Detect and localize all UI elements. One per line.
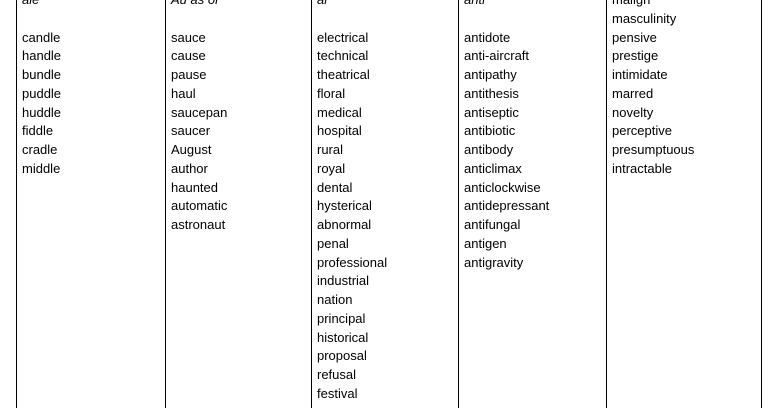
word-item: technical [317, 48, 369, 64]
word-item: antipathy [464, 67, 517, 82]
word-item: anticlockwise [464, 179, 541, 195]
word-item: antigen [464, 235, 507, 251]
column-divider [606, 0, 607, 408]
word-item: dental [317, 179, 353, 195]
word-item: intimidate [612, 67, 668, 82]
word-item: fiddle [22, 123, 54, 139]
word-item: puddle [22, 85, 62, 101]
word-item: proposal [317, 348, 367, 364]
word-item: rural [317, 142, 344, 157]
word-item: huddle [22, 104, 62, 120]
word-item: antidote [464, 29, 511, 45]
word-item: abnormal [317, 217, 372, 232]
word-item: antiseptic [464, 104, 519, 120]
word-item: saucer [171, 123, 211, 139]
word-item: antibiotic [464, 123, 516, 139]
word-item: novelty [612, 104, 654, 120]
table-border-right [761, 0, 762, 408]
word-item: royal [317, 160, 346, 176]
word-item: antithesis [464, 85, 519, 101]
word-item: principal [317, 310, 366, 326]
word-item: antifungal [464, 217, 521, 232]
column-header: anti [464, 0, 549, 10]
word-item: anti-aircraft [464, 48, 530, 64]
word-item: professional [317, 254, 388, 270]
word-item: pause [171, 67, 207, 82]
word-item: automatic [171, 198, 228, 214]
word-item: presumptuous [612, 142, 695, 157]
word-item: penal [317, 235, 349, 251]
word-item: malign [612, 0, 694, 10]
word-item: refusal [317, 367, 357, 382]
column-header: Au as or [171, 0, 227, 10]
word-item: cause [171, 48, 206, 64]
word-column: anti antidote anti-aircraft antipathy antith… [464, 0, 549, 272]
column-header: ale [22, 0, 61, 10]
column-header: al [317, 0, 387, 10]
word-item: pensive [612, 29, 657, 45]
word-item: festival [317, 385, 358, 401]
table-border-left [16, 0, 17, 408]
word-item: hospital [317, 123, 362, 139]
word-item: marred [612, 85, 654, 101]
word-item: perceptive [612, 123, 672, 139]
word-item: haul [171, 85, 196, 101]
word-item: middle [22, 160, 61, 176]
word-column: Au as or sauce cause pause haul saucepan sauce… [171, 0, 227, 235]
column-divider [165, 0, 166, 408]
word-item: antidepressant [464, 198, 550, 214]
word-item: floral [317, 85, 346, 101]
word-item: electrical [317, 29, 369, 45]
word-item: prestige [612, 48, 659, 64]
word-item: sauce [171, 29, 206, 45]
word-column: malignmasculinity pensive prestige intimida… [612, 0, 694, 179]
word-item: historical [317, 329, 369, 345]
word-column: al electrical technical theatrical floral med… [317, 0, 387, 404]
word-item: cradle [22, 142, 58, 157]
word-column: ale candle handle bundle puddle huddle fiddle c… [22, 0, 61, 179]
word-item: intractable [612, 160, 672, 176]
word-item: saucepan [171, 104, 228, 120]
word-item: astronaut [171, 217, 226, 232]
word-item: handle [22, 48, 62, 64]
word-item: author [171, 160, 208, 176]
word-item: antigravity [464, 254, 524, 270]
column-divider [458, 0, 459, 408]
column-divider [311, 0, 312, 408]
word-item: hysterical [317, 198, 372, 214]
word-item: August [171, 142, 212, 157]
word-item: masculinity [612, 10, 677, 26]
word-item: anticlimax [464, 160, 522, 176]
word-item: bundle [22, 67, 62, 82]
word-item: medical [317, 104, 362, 120]
word-item: theatrical [317, 67, 370, 82]
word-item: antibody [464, 142, 514, 157]
word-item: haunted [171, 179, 218, 195]
word-item: candle [22, 29, 61, 45]
word-item: industrial [317, 273, 370, 289]
word-item: nation [317, 292, 353, 307]
